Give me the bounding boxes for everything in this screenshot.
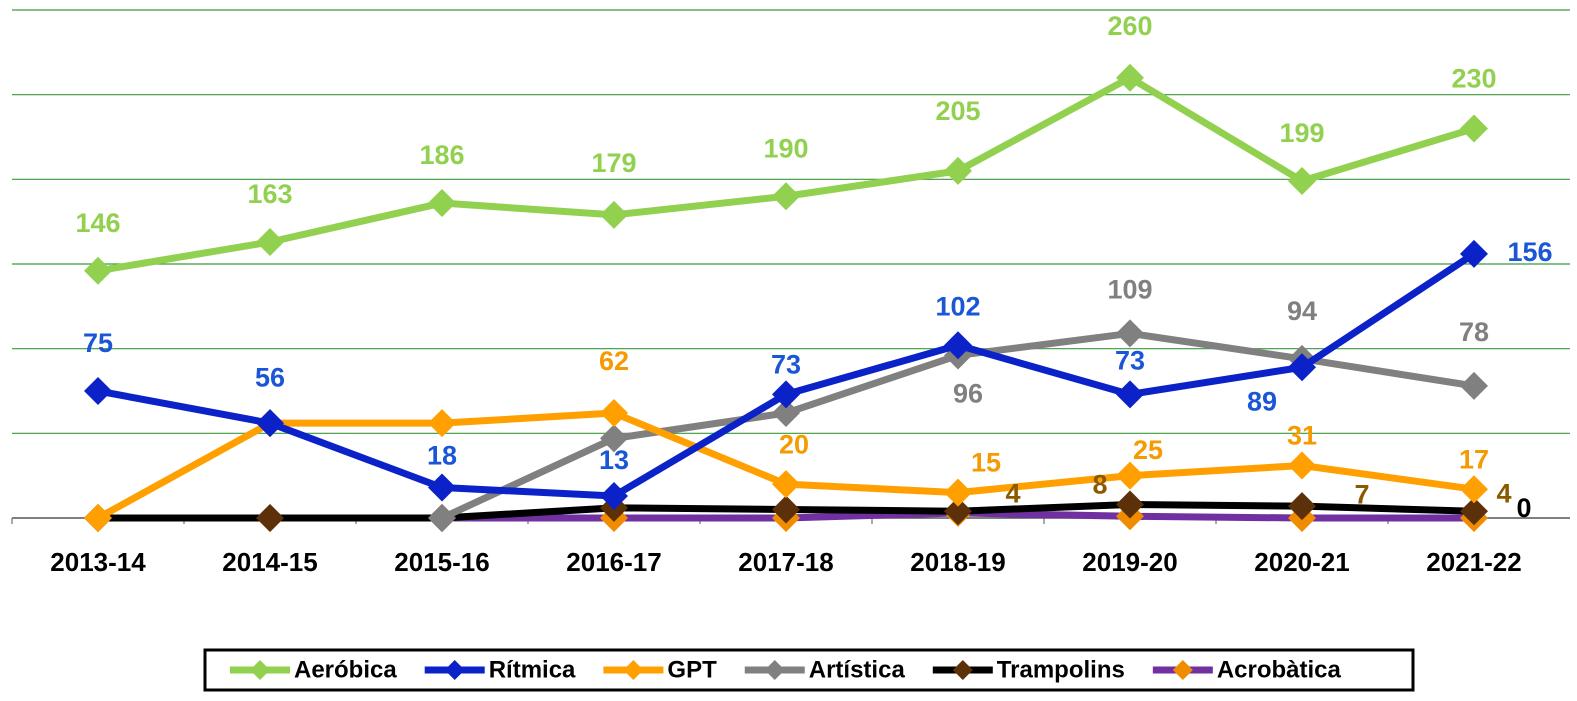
legend-marker xyxy=(764,660,785,680)
x-tick-label: 2014-15 xyxy=(222,547,317,577)
data-label: 75 xyxy=(83,328,113,358)
x-tick-label: 2019-20 xyxy=(1082,547,1177,577)
x-tick-label: 2013-14 xyxy=(50,547,146,577)
marker xyxy=(1116,461,1144,490)
marker xyxy=(1288,167,1316,196)
legend-marker xyxy=(1172,660,1193,680)
legend-label: Rítmica xyxy=(489,656,576,683)
x-tick-label: 2020-21 xyxy=(1254,547,1349,577)
data-label: 179 xyxy=(591,148,636,178)
data-label: 96 xyxy=(953,379,983,409)
marker xyxy=(1116,63,1144,92)
data-label: 25 xyxy=(1133,435,1163,465)
marker xyxy=(256,227,284,256)
x-tick-label: 2017-18 xyxy=(738,547,833,577)
data-label: 230 xyxy=(1451,64,1496,94)
marker xyxy=(772,380,800,409)
data-label: 163 xyxy=(247,179,292,209)
data-label: 73 xyxy=(771,350,801,380)
data-label: 89 xyxy=(1247,386,1277,416)
marker xyxy=(772,495,800,524)
marker xyxy=(1460,475,1488,504)
marker xyxy=(600,424,628,453)
marker xyxy=(1460,497,1488,526)
marker xyxy=(1116,380,1144,409)
legend-marker xyxy=(623,660,644,680)
marker xyxy=(428,504,456,532)
data-label: 0 xyxy=(1516,493,1531,523)
marker xyxy=(944,478,972,507)
legend-label: Artística xyxy=(809,656,906,683)
legend-label: Aeróbica xyxy=(294,656,397,683)
data-label: 4 xyxy=(1496,478,1511,508)
data-label: 31 xyxy=(1287,421,1317,451)
data-label: 146 xyxy=(75,208,120,238)
data-label: 186 xyxy=(419,140,464,170)
data-label: 156 xyxy=(1507,237,1552,267)
marker xyxy=(772,470,800,499)
data-label: 20 xyxy=(779,429,809,459)
marker xyxy=(772,399,800,428)
marker xyxy=(428,189,456,218)
marker xyxy=(600,481,628,510)
data-label: 15 xyxy=(971,448,1001,478)
marker xyxy=(772,182,800,211)
data-label: 94 xyxy=(1287,296,1317,326)
data-label: 7 xyxy=(1354,479,1369,509)
marker xyxy=(84,256,112,285)
legend-label: Trampolins xyxy=(997,656,1125,683)
legend-marker xyxy=(444,660,465,680)
marker xyxy=(944,497,972,526)
marker xyxy=(256,409,284,438)
marker xyxy=(1288,451,1316,480)
data-label: 18 xyxy=(427,441,457,471)
data-label: 4 xyxy=(1005,478,1020,508)
x-tick-label: 2016-17 xyxy=(566,547,661,577)
marker xyxy=(1116,490,1144,519)
data-label: 56 xyxy=(255,362,285,392)
marker xyxy=(428,473,456,502)
data-label: 205 xyxy=(935,96,980,126)
marker xyxy=(84,377,112,405)
marker xyxy=(1460,239,1488,268)
data-label: 8 xyxy=(1092,470,1107,500)
marker xyxy=(256,504,284,532)
legend: Aeróbica Rítmica GPT Artística Trampolins Acr… xyxy=(230,656,1342,683)
x-tick-label: 2018-19 xyxy=(910,547,1005,577)
marker xyxy=(1288,353,1316,382)
x-tick-label: 2015-16 xyxy=(394,547,489,577)
data-label: 199 xyxy=(1279,118,1324,148)
data-label: 102 xyxy=(935,291,980,321)
marker xyxy=(944,331,972,360)
marker xyxy=(1460,114,1488,143)
data-label: 260 xyxy=(1107,11,1152,41)
data-label: 78 xyxy=(1459,317,1489,347)
legend-marker xyxy=(250,660,270,680)
data-label: 73 xyxy=(1115,346,1145,376)
marker xyxy=(1116,319,1144,348)
data-label: 13 xyxy=(599,445,629,475)
series-line xyxy=(97,74,1476,275)
marker xyxy=(1288,492,1316,521)
data-label: 109 xyxy=(1107,275,1152,305)
legend-label: GPT xyxy=(667,656,717,683)
marker xyxy=(1460,371,1488,400)
marker xyxy=(600,399,628,428)
marker xyxy=(600,200,628,229)
data-label: 17 xyxy=(1459,444,1489,474)
marker xyxy=(944,156,972,185)
legend-label: Acrobàtica xyxy=(1217,656,1342,683)
marker xyxy=(84,504,112,532)
x-tick-label: 2021-22 xyxy=(1426,547,1521,577)
marker xyxy=(428,409,456,438)
data-label: 190 xyxy=(763,133,808,163)
legend-marker xyxy=(952,660,973,680)
data-label: 62 xyxy=(599,346,629,376)
